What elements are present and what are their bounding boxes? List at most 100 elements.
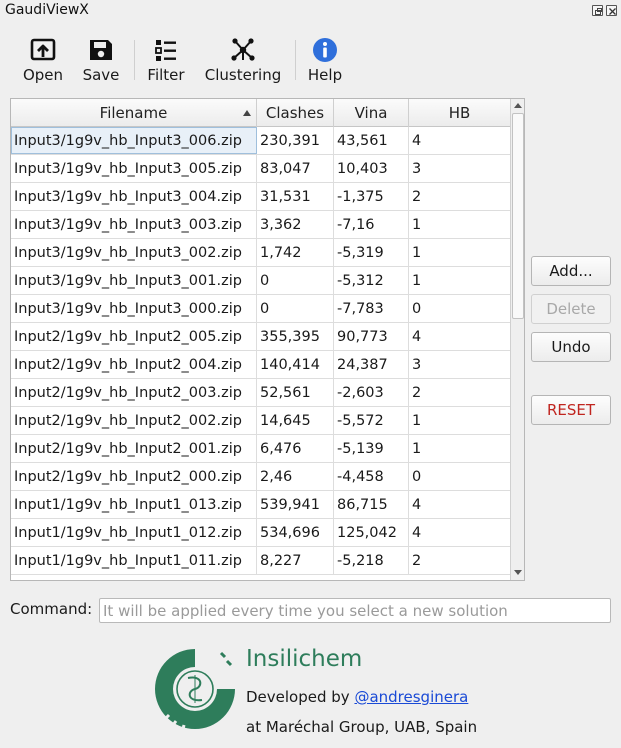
cell-filename: Input3/1g9v_hb_Input3_000.zip <box>11 295 257 322</box>
table-row[interactable]: Input1/1g9v_hb_Input1_013.zip 539,941 86… <box>11 491 510 519</box>
developer-credit: Developed by @andresginera <box>246 688 468 706</box>
toolbar-separator <box>134 40 135 80</box>
insilichem-logo <box>155 649 235 730</box>
cell-vina: 24,387 <box>334 351 409 378</box>
open-label: Open <box>22 66 64 84</box>
cell-clashes: 534,696 <box>257 519 334 546</box>
cell-hb: 2 <box>412 553 422 569</box>
cell-vina: -2,603 <box>334 379 409 406</box>
cell-filename: Input2/1g9v_hb_Input2_003.zip <box>11 379 257 406</box>
cell-filename: Input3/1g9v_hb_Input3_006.zip <box>11 127 257 154</box>
cell-vina: 125,042 <box>334 519 409 546</box>
cell-vina: 10,403 <box>334 155 409 182</box>
table-row[interactable]: Input3/1g9v_hb_Input3_001.zip 0 -5,312 1 <box>11 267 510 295</box>
brand-name: Insilichem <box>246 646 363 672</box>
cell-vina: -1,375 <box>334 183 409 210</box>
column-header-vina[interactable]: Vina <box>334 99 409 127</box>
cell-clashes: 31,531 <box>257 183 334 210</box>
table-row[interactable]: Input2/1g9v_hb_Input2_000.zip 2,46 -4,45… <box>11 463 510 491</box>
cell-clashes: 1,742 <box>257 239 334 266</box>
table-row[interactable]: Input2/1g9v_hb_Input2_004.zip 140,414 24… <box>11 351 510 379</box>
close-icon[interactable] <box>606 5 617 16</box>
open-icon <box>30 38 56 61</box>
add-button[interactable]: Add... <box>531 256 611 286</box>
vertical-scrollbar[interactable] <box>510 99 524 580</box>
table-header: Filename Clashes Vina HB <box>11 99 510 127</box>
cell-filename: Input1/1g9v_hb_Input1_011.zip <box>11 547 257 574</box>
table-row[interactable]: Input1/1g9v_hb_Input1_011.zip 8,227 -5,2… <box>11 547 510 575</box>
reset-button[interactable]: RESET <box>531 395 611 425</box>
table-row[interactable]: Input2/1g9v_hb_Input2_002.zip 14,645 -5,… <box>11 407 510 435</box>
cell-vina: -4,458 <box>334 463 409 490</box>
cell-clashes: 0 <box>257 295 334 322</box>
cell-clashes: 140,414 <box>257 351 334 378</box>
cell-clashes: 3,362 <box>257 211 334 238</box>
cell-filename: Input3/1g9v_hb_Input3_005.zip <box>11 155 257 182</box>
column-header-hb[interactable]: HB <box>409 99 510 127</box>
cell-hb: 3 <box>412 357 422 373</box>
cell-filename: Input3/1g9v_hb_Input3_002.zip <box>11 239 257 266</box>
filter-label: Filter <box>147 66 185 84</box>
cell-filename: Input2/1g9v_hb_Input2_004.zip <box>11 351 257 378</box>
delete-button[interactable]: Delete <box>531 294 611 324</box>
save-icon <box>90 40 112 60</box>
table-row[interactable]: Input3/1g9v_hb_Input3_002.zip 1,742 -5,3… <box>11 239 510 267</box>
window-title: GaudiViewX <box>5 2 89 18</box>
cell-clashes: 8,227 <box>257 547 334 574</box>
table-row[interactable]: Input3/1g9v_hb_Input3_005.zip 83,047 10,… <box>11 155 510 183</box>
command-input[interactable] <box>99 598 611 623</box>
cell-hb: 2 <box>412 385 422 401</box>
toolbar: Open Save Filter Clustering <box>0 30 621 90</box>
sort-ascending-icon <box>243 110 251 116</box>
table-row[interactable]: Input2/1g9v_hb_Input2_003.zip 52,561 -2,… <box>11 379 510 407</box>
cell-filename: Input2/1g9v_hb_Input2_000.zip <box>11 463 257 490</box>
affiliation-text: at Maréchal Group, UAB, Spain <box>246 718 478 736</box>
toolbar-separator <box>295 40 296 80</box>
cell-filename: Input1/1g9v_hb_Input1_012.zip <box>11 519 257 546</box>
scrollbar-thumb[interactable] <box>512 113 524 319</box>
cell-vina: 90,773 <box>334 323 409 350</box>
save-label: Save <box>82 66 120 84</box>
column-header-clashes[interactable]: Clashes <box>257 99 334 127</box>
help-button[interactable]: Help <box>302 30 348 88</box>
cell-filename: Input2/1g9v_hb_Input2_002.zip <box>11 407 257 434</box>
cell-vina: -7,16 <box>334 211 409 238</box>
save-button[interactable]: Save <box>78 30 124 88</box>
table-row[interactable]: Input2/1g9v_hb_Input2_001.zip 6,476 -5,1… <box>11 435 510 463</box>
undo-button[interactable]: Undo <box>531 332 611 362</box>
cell-hb: 1 <box>412 245 422 261</box>
table-row[interactable]: Input2/1g9v_hb_Input2_005.zip 355,395 90… <box>11 323 510 351</box>
scroll-up-icon[interactable] <box>513 101 523 111</box>
cell-filename: Input3/1g9v_hb_Input3_003.zip <box>11 211 257 238</box>
cell-hb: 1 <box>412 217 422 233</box>
cell-hb: 3 <box>412 161 422 177</box>
title-bar: GaudiViewX <box>0 0 621 22</box>
cell-filename: Input3/1g9v_hb_Input3_004.zip <box>11 183 257 210</box>
cell-clashes: 2,46 <box>257 463 334 490</box>
table-row[interactable]: Input3/1g9v_hb_Input3_003.zip 3,362 -7,1… <box>11 211 510 239</box>
clustering-button[interactable]: Clustering <box>200 30 286 88</box>
command-label: Command: <box>10 600 93 618</box>
cell-vina: -5,218 <box>334 547 409 574</box>
cell-vina: 43,561 <box>334 127 409 154</box>
cell-hb: 1 <box>412 413 422 429</box>
open-button[interactable]: Open <box>18 30 68 88</box>
cell-hb: 2 <box>412 189 422 205</box>
column-header-label: Filename <box>99 104 168 122</box>
float-window-icon[interactable] <box>592 5 603 16</box>
filter-button[interactable]: Filter <box>142 30 190 88</box>
table-row[interactable]: Input1/1g9v_hb_Input1_012.zip 534,696 12… <box>11 519 510 547</box>
table-row[interactable]: Input3/1g9v_hb_Input3_004.zip 31,531 -1,… <box>11 183 510 211</box>
cell-clashes: 83,047 <box>257 155 334 182</box>
scroll-down-icon[interactable] <box>513 567 523 577</box>
cell-filename: Input1/1g9v_hb_Input1_013.zip <box>11 491 257 518</box>
table-row[interactable]: Input3/1g9v_hb_Input3_006.zip 230,391 43… <box>11 127 510 155</box>
table-row[interactable]: Input3/1g9v_hb_Input3_000.zip 0 -7,783 0 <box>11 295 510 323</box>
cell-clashes: 355,395 <box>257 323 334 350</box>
column-header-filename[interactable]: Filename <box>11 99 257 127</box>
cell-hb: 0 <box>412 469 422 485</box>
cell-vina: -5,572 <box>334 407 409 434</box>
results-table: Filename Clashes Vina HB Input3/1g9v_hb_… <box>10 98 525 581</box>
developed-by-text: Developed by <box>246 688 350 706</box>
author-link[interactable]: @andresginera <box>354 688 469 706</box>
